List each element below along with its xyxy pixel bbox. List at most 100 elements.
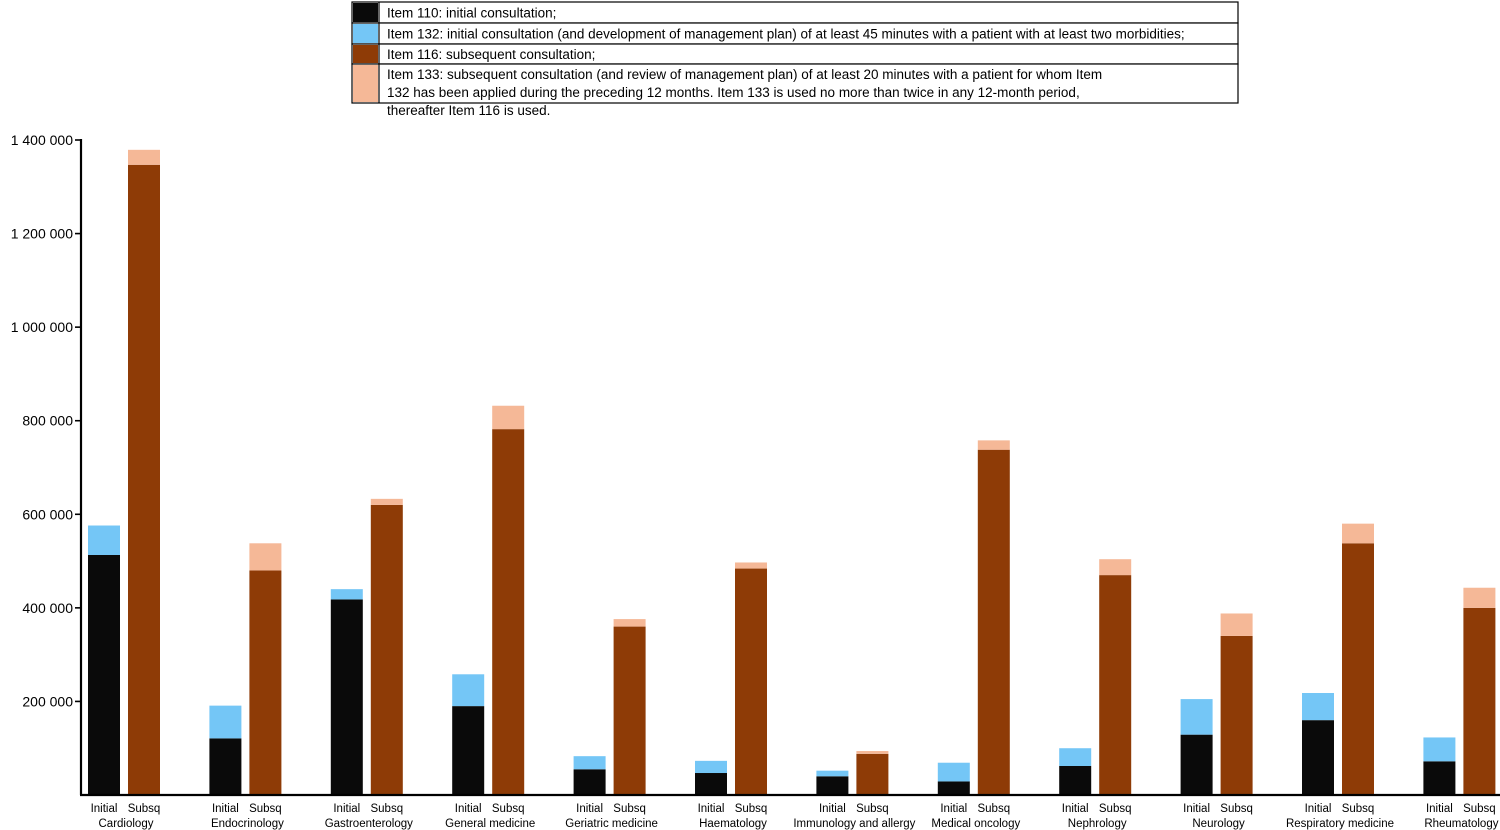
y-tick-label: 1 400 000 bbox=[11, 132, 73, 148]
x-group-label: Initial bbox=[455, 803, 482, 815]
bar-neurology-subsq-series-3 bbox=[1220, 635, 1253, 795]
bar-rheumatology-subsq-series-3 bbox=[1463, 607, 1496, 795]
y-tick-label: 200 000 bbox=[22, 693, 73, 709]
bar-geriatric-medicine-initial-series-1 bbox=[573, 769, 606, 795]
bar-cardiology-subsq-series-4 bbox=[128, 149, 160, 165]
legend-entry-box bbox=[351, 63, 1239, 104]
y-axis: 200 000 400 000 600 000 800 000 1 000 000 1 2… bbox=[11, 132, 83, 795]
bar-respiratory-medicine-subsq-series-4 bbox=[1342, 523, 1374, 544]
legend-label-4: Item 133: subsequent consultation (and r… bbox=[387, 67, 1102, 118]
bar-medical-oncology-initial-series-1 bbox=[937, 781, 970, 795]
legend-label-1: Item 110: initial consultation; bbox=[387, 6, 556, 21]
bar-medical-oncology-subsq-series-4 bbox=[977, 440, 1010, 450]
x-category-label: Cardiology bbox=[99, 818, 154, 830]
x-category-label: Neurology bbox=[1192, 818, 1245, 830]
x-category-label: General medicine bbox=[445, 818, 535, 830]
x-category-label: Rheumatology bbox=[1424, 818, 1498, 830]
bar-general-medicine-subsq-series-4 bbox=[492, 405, 525, 430]
bar-haematology-subsq-series-4 bbox=[735, 562, 767, 569]
x-category-label: Geriatric medicine bbox=[565, 818, 658, 830]
bar-nephrology-subsq-series-4 bbox=[1099, 559, 1132, 576]
x-category-label: Endocrinology bbox=[211, 818, 284, 830]
bar-respiratory-medicine-initial-series-1 bbox=[1302, 720, 1334, 795]
x-group-label: Subsq bbox=[492, 803, 525, 815]
x-category-label: Haematology bbox=[699, 818, 767, 830]
y-tick-label: 1 200 000 bbox=[11, 226, 73, 242]
bar-nephrology-initial-series-2 bbox=[1059, 748, 1092, 766]
y-tick-label: 800 000 bbox=[22, 413, 73, 429]
bar-gastroenterology-initial-series-1 bbox=[330, 599, 363, 795]
bar-general-medicine-initial-series-1 bbox=[452, 706, 485, 795]
bar-immunology-and-allergy-initial-series-1 bbox=[816, 776, 849, 795]
x-group-label: Subsq bbox=[128, 803, 161, 815]
x-category-label: Medical oncology bbox=[931, 818, 1020, 830]
bar-haematology-initial-series-2 bbox=[695, 760, 727, 774]
bar-immunology-and-allergy-subsq-series-3 bbox=[856, 753, 889, 795]
legend-swatch-3 bbox=[353, 45, 378, 63]
bar-endocrinology-initial-series-2 bbox=[209, 705, 242, 739]
bar-endocrinology-initial-series-1 bbox=[209, 738, 242, 795]
legend: Item 110: initial consultation; Item 132:… bbox=[351, 1, 1239, 118]
x-group-label: Subsq bbox=[613, 803, 646, 815]
x-group-label: Subsq bbox=[735, 803, 768, 815]
bar-medical-oncology-initial-series-2 bbox=[937, 762, 970, 782]
bar-nephrology-subsq-series-3 bbox=[1099, 575, 1132, 795]
x-group-label: Subsq bbox=[1220, 803, 1253, 815]
legend-label-3: Item 116: subsequent consultation; bbox=[387, 47, 595, 62]
legend-swatch-4 bbox=[353, 65, 378, 102]
x-group-label: Subsq bbox=[1463, 803, 1496, 815]
legend-label-line: Item 133: subsequent consultation (and r… bbox=[387, 67, 1102, 82]
bar-medical-oncology-subsq-series-3 bbox=[977, 449, 1010, 795]
bar-geriatric-medicine-subsq-series-3 bbox=[613, 626, 646, 795]
x-group-label: Subsq bbox=[856, 803, 889, 815]
x-group-label: Initial bbox=[91, 803, 118, 815]
x-category-label: Immunology and allergy bbox=[793, 818, 915, 830]
x-group-label: Initial bbox=[940, 803, 967, 815]
bar-gastroenterology-subsq-series-4 bbox=[370, 498, 403, 505]
x-group-label: Subsq bbox=[1099, 803, 1132, 815]
x-group-label: Initial bbox=[333, 803, 360, 815]
x-group-label: Initial bbox=[1426, 803, 1453, 815]
bar-cardiology-subsq-series-3 bbox=[128, 164, 160, 795]
bar-neurology-initial-series-1 bbox=[1180, 734, 1213, 795]
bar-gastroenterology-subsq-series-3 bbox=[370, 504, 403, 795]
bar-rheumatology-subsq-series-4 bbox=[1463, 587, 1496, 608]
legend-label-line: 132 has been applied during the precedin… bbox=[387, 85, 1080, 100]
bar-rheumatology-initial-series-1 bbox=[1423, 761, 1456, 795]
x-group-label: Initial bbox=[819, 803, 846, 815]
bar-endocrinology-subsq-series-3 bbox=[249, 570, 282, 795]
x-group-label: Initial bbox=[698, 803, 725, 815]
bar-cardiology-initial-series-2 bbox=[88, 525, 120, 555]
legend-swatch-1 bbox=[353, 3, 378, 22]
bar-cardiology-initial-series-1 bbox=[88, 554, 120, 795]
x-group-label: Subsq bbox=[249, 803, 282, 815]
x-group-label: Subsq bbox=[370, 803, 403, 815]
x-category-label: Nephrology bbox=[1068, 818, 1127, 830]
bar-endocrinology-subsq-series-4 bbox=[249, 543, 282, 571]
bar-geriatric-medicine-initial-series-2 bbox=[573, 756, 606, 770]
x-category-label: Gastroenterology bbox=[325, 818, 413, 830]
legend-label-2: Item 132: initial consultation (and deve… bbox=[387, 27, 1185, 42]
bar-haematology-initial-series-1 bbox=[695, 773, 727, 795]
y-tick-label: 600 000 bbox=[22, 506, 73, 522]
x-group-label: Subsq bbox=[977, 803, 1010, 815]
bar-gastroenterology-initial-series-2 bbox=[330, 589, 363, 600]
x-group-label: Initial bbox=[1062, 803, 1089, 815]
x-category-label: Respiratory medicine bbox=[1286, 818, 1394, 830]
x-group-label: Initial bbox=[212, 803, 239, 815]
bar-neurology-subsq-series-4 bbox=[1220, 613, 1253, 636]
x-group-label: Subsq bbox=[1342, 803, 1375, 815]
x-group-label: Initial bbox=[1305, 803, 1332, 815]
bar-respiratory-medicine-subsq-series-3 bbox=[1342, 543, 1374, 795]
y-tick-label: 1 000 000 bbox=[11, 319, 73, 335]
legend-swatch-2 bbox=[353, 24, 378, 43]
legend-label-line: thereafter Item 116 is used. bbox=[387, 103, 550, 118]
bar-haematology-subsq-series-3 bbox=[735, 568, 767, 795]
bar-general-medicine-initial-series-2 bbox=[452, 674, 485, 707]
bar-nephrology-initial-series-1 bbox=[1059, 765, 1092, 795]
x-group-label: Initial bbox=[576, 803, 603, 815]
bar-neurology-initial-series-2 bbox=[1180, 699, 1213, 735]
bar-respiratory-medicine-initial-series-2 bbox=[1302, 693, 1334, 721]
x-axis: Initial Subsq Cardiology Initial Subsq Endocr… bbox=[80, 793, 1500, 830]
